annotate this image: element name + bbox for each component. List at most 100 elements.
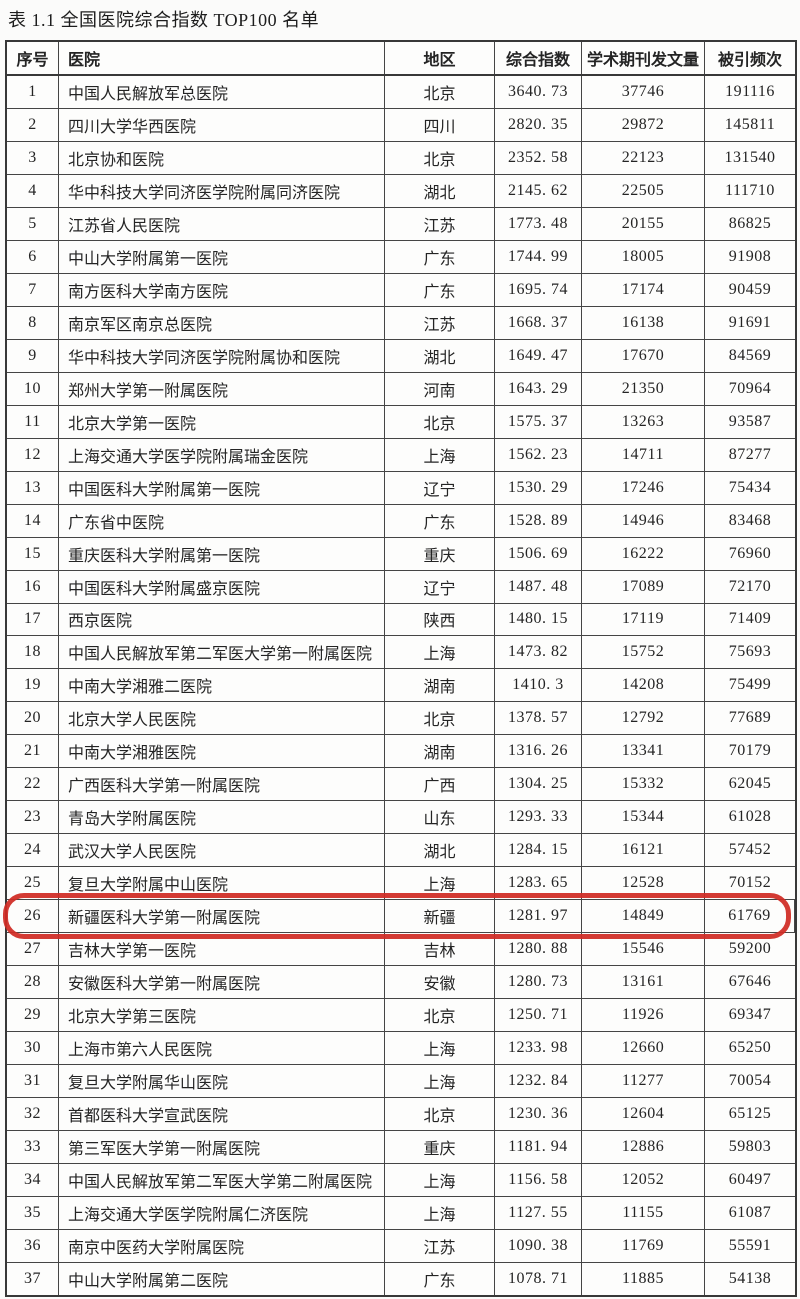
table-row: 23 青岛大学附属医院 山东 1293. 33 15344 61028 xyxy=(7,801,795,835)
publications-cell: 15332 xyxy=(582,768,705,801)
region-cell: 北京 xyxy=(385,1098,495,1130)
citations-cell: 75499 xyxy=(728,676,772,694)
publications-cell: 12660 xyxy=(582,1032,705,1065)
table-row: 29 北京大学第三医院 北京 1250. 71 11926 69347 xyxy=(7,999,795,1033)
hospital-cell: 南京中医药大学附属医院 xyxy=(59,1229,385,1262)
publications-cell: 12886 xyxy=(582,1131,705,1163)
region-cell: 湖南 xyxy=(385,735,495,768)
hospital-cell: 上海市第六人民医院 xyxy=(59,1032,385,1065)
table-row: 5 江苏省人民医院 江苏 1773. 48 20155 86825 xyxy=(7,207,795,241)
region-cell: 吉林 xyxy=(385,933,495,966)
hospital-cell: 新疆医科大学第一附属医院 xyxy=(59,900,385,933)
region-cell: 北京 xyxy=(385,702,495,735)
rank-cell: 18 xyxy=(7,636,59,669)
rank-cell: 1 xyxy=(7,76,59,108)
table-row: 33 第三军医大学第一附属医院 重庆 1181. 94 12886 59803 xyxy=(7,1131,795,1164)
index-cell: 1127. 55 xyxy=(495,1196,582,1229)
publications-cell: 14208 xyxy=(582,669,705,702)
index-cell: 1773. 48 xyxy=(495,207,582,240)
table-row: 32 首都医科大学宣武医院 北京 1230. 36 12604 65125 xyxy=(7,1098,795,1131)
region-cell: 重庆 xyxy=(385,537,495,570)
rank-cell: 19 xyxy=(7,669,59,702)
table-row: 8 南京军区南京总医院 江苏 1668. 37 16138 91691 xyxy=(7,306,795,340)
hospital-cell: 广东省中医院 xyxy=(59,504,385,537)
table-row: 31 复旦大学附属华山医院 上海 1232. 84 11277 70054 xyxy=(7,1065,795,1099)
rank-cell: 15 xyxy=(7,537,59,570)
citations-cell: 61769 xyxy=(705,900,795,933)
rank-cell: 36 xyxy=(7,1229,59,1262)
index-cell: 1284. 15 xyxy=(495,834,582,867)
table-row: 22 广西医科大学第一附属医院 广西 1304. 25 15332 62045 xyxy=(7,768,795,802)
table-row: 26 新疆医科大学第一附属医院 新疆 1281. 97 14849 61769 xyxy=(3,893,795,940)
rank-cell: 7 xyxy=(7,273,59,306)
index-cell: 1232. 84 xyxy=(495,1065,582,1098)
citations-cell: 91691 xyxy=(728,313,772,331)
citations-cell: 59200 xyxy=(728,940,772,958)
region-cell: 重庆 xyxy=(385,1131,495,1163)
publications-cell: 12052 xyxy=(582,1163,705,1196)
region-cell: 四川 xyxy=(385,108,495,141)
publications-cell: 12604 xyxy=(582,1098,705,1130)
publications-cell: 13341 xyxy=(582,735,705,768)
publications-cell: 29872 xyxy=(582,108,705,141)
hospital-cell: 上海交通大学医学院附属瑞金医院 xyxy=(59,438,385,471)
hospital-cell: 华中科技大学同济医学院附属同济医院 xyxy=(59,174,385,207)
index-cell: 2145. 62 xyxy=(495,174,582,207)
publications-cell: 14946 xyxy=(582,504,705,537)
region-cell: 广东 xyxy=(385,504,495,537)
table-row: 25 复旦大学附属中山医院 上海 1283. 65 12528 70152 xyxy=(7,867,795,901)
citations-cell: 62045 xyxy=(728,775,772,793)
rank-cell: 20 xyxy=(7,702,59,735)
index-cell: 3640. 73 xyxy=(495,76,582,108)
publications-cell: 15344 xyxy=(582,801,705,834)
hospital-cell: 华中科技大学同济医学院附属协和医院 xyxy=(59,339,385,372)
table-row: 7 南方医科大学南方医院 广东 1695. 74 17174 90459 xyxy=(7,273,795,307)
publications-cell: 11885 xyxy=(582,1262,705,1295)
hospital-cell: 吉林大学第一医院 xyxy=(59,933,385,966)
publications-cell: 13263 xyxy=(582,405,705,438)
table-row: 17 西京医院 陕西 1480. 15 17119 71409 xyxy=(7,603,795,637)
table-row: 34 中国人民解放军第二军医大学第二附属医院 上海 1156. 58 12052… xyxy=(7,1163,795,1197)
table-row: 9 华中科技大学同济医学院附属协和医院 湖北 1649. 47 17670 84… xyxy=(7,339,795,373)
region-cell: 广西 xyxy=(385,768,495,801)
citations-cell: 111710 xyxy=(725,181,775,199)
index-cell: 1156. 58 xyxy=(495,1163,582,1196)
rank-cell: 28 xyxy=(7,966,59,999)
citations-cell: 70152 xyxy=(728,874,772,892)
publications-cell: 17246 xyxy=(582,471,705,504)
rank-cell: 25 xyxy=(7,867,59,900)
index-cell: 1283. 65 xyxy=(495,867,582,900)
publications-cell: 11155 xyxy=(582,1196,705,1229)
region-cell: 广东 xyxy=(385,1262,495,1295)
index-cell: 1695. 74 xyxy=(495,273,582,306)
publications-cell: 17119 xyxy=(582,603,705,636)
index-cell: 1575. 37 xyxy=(495,405,582,438)
citations-cell: 87277 xyxy=(728,445,772,463)
rank-cell: 4 xyxy=(7,174,59,207)
citations-cell: 145811 xyxy=(724,115,776,133)
index-cell: 1649. 47 xyxy=(495,339,582,372)
region-cell: 湖南 xyxy=(385,669,495,702)
hospital-cell: 上海交通大学医学院附属仁济医院 xyxy=(59,1196,385,1229)
rank-cell: 26 xyxy=(7,900,59,933)
region-cell: 辽宁 xyxy=(385,471,495,504)
header-index: 综合指数 xyxy=(495,42,582,74)
hospital-ranking-table: 序号 医院 地区 综合指数 学术期刊发文量 被引频次 1 中国人民解放军总医院 … xyxy=(3,40,797,1297)
rank-cell: 6 xyxy=(7,240,59,273)
region-cell: 上海 xyxy=(385,438,495,471)
region-cell: 湖北 xyxy=(385,339,495,372)
hospital-cell: 南方医科大学南方医院 xyxy=(59,273,385,306)
citations-cell: 86825 xyxy=(728,214,772,232)
region-cell: 新疆 xyxy=(385,900,495,933)
index-cell: 1378. 57 xyxy=(495,702,582,735)
index-cell: 1233. 98 xyxy=(495,1032,582,1065)
publications-cell: 15752 xyxy=(582,636,705,669)
publications-cell: 16138 xyxy=(582,306,705,339)
hospital-cell: 北京大学第三医院 xyxy=(59,999,385,1032)
citations-cell: 70054 xyxy=(728,1072,772,1090)
region-cell: 北京 xyxy=(385,405,495,438)
publications-cell: 22505 xyxy=(582,174,705,207)
rank-cell: 37 xyxy=(7,1262,59,1295)
index-cell: 1250. 71 xyxy=(495,999,582,1032)
index-cell: 1506. 69 xyxy=(495,537,582,570)
